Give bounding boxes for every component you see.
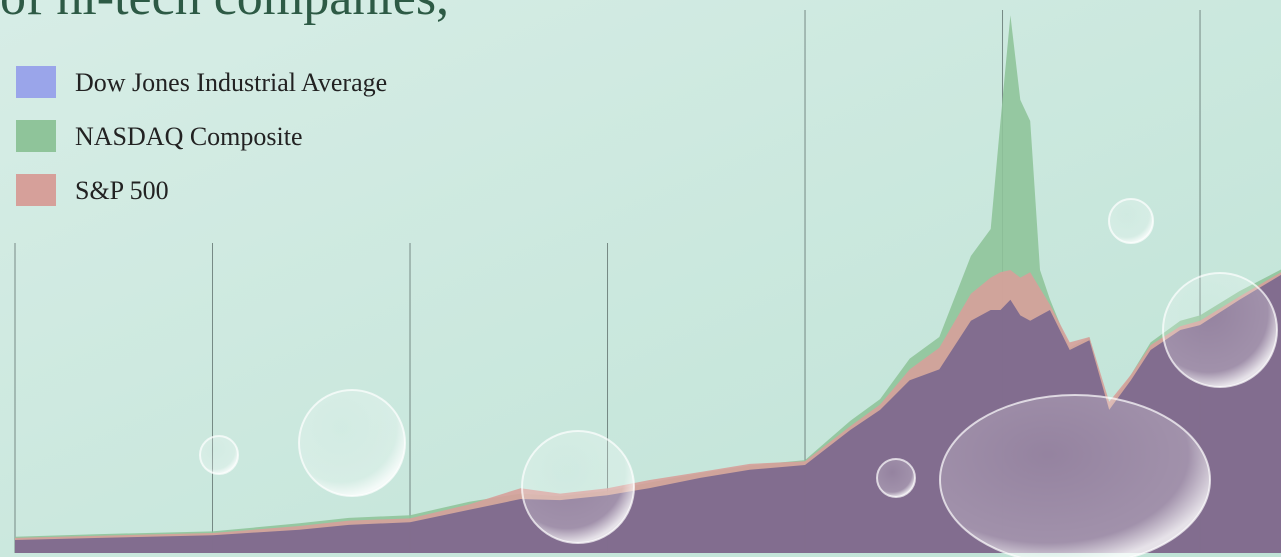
bubble <box>200 436 238 474</box>
legend-label: NASDAQ Composite <box>75 122 303 151</box>
legend-label: S&P 500 <box>75 176 169 205</box>
legend-swatch <box>16 174 56 206</box>
bubble <box>940 395 1210 557</box>
page: {"chart_data": {"type": "area", "title":… <box>0 0 1281 557</box>
legend-swatch <box>16 66 56 98</box>
bubble <box>522 431 634 543</box>
bubble <box>877 459 915 497</box>
bubble <box>1109 199 1153 243</box>
bubble <box>1163 273 1277 387</box>
chart: of hi-tech companies, Dow Jones Industri… <box>0 0 1281 557</box>
legend-swatch <box>16 120 56 152</box>
chart-title: of hi-tech companies, <box>0 0 449 26</box>
legend-label: Dow Jones Industrial Average <box>75 68 387 97</box>
bubble <box>299 390 405 496</box>
